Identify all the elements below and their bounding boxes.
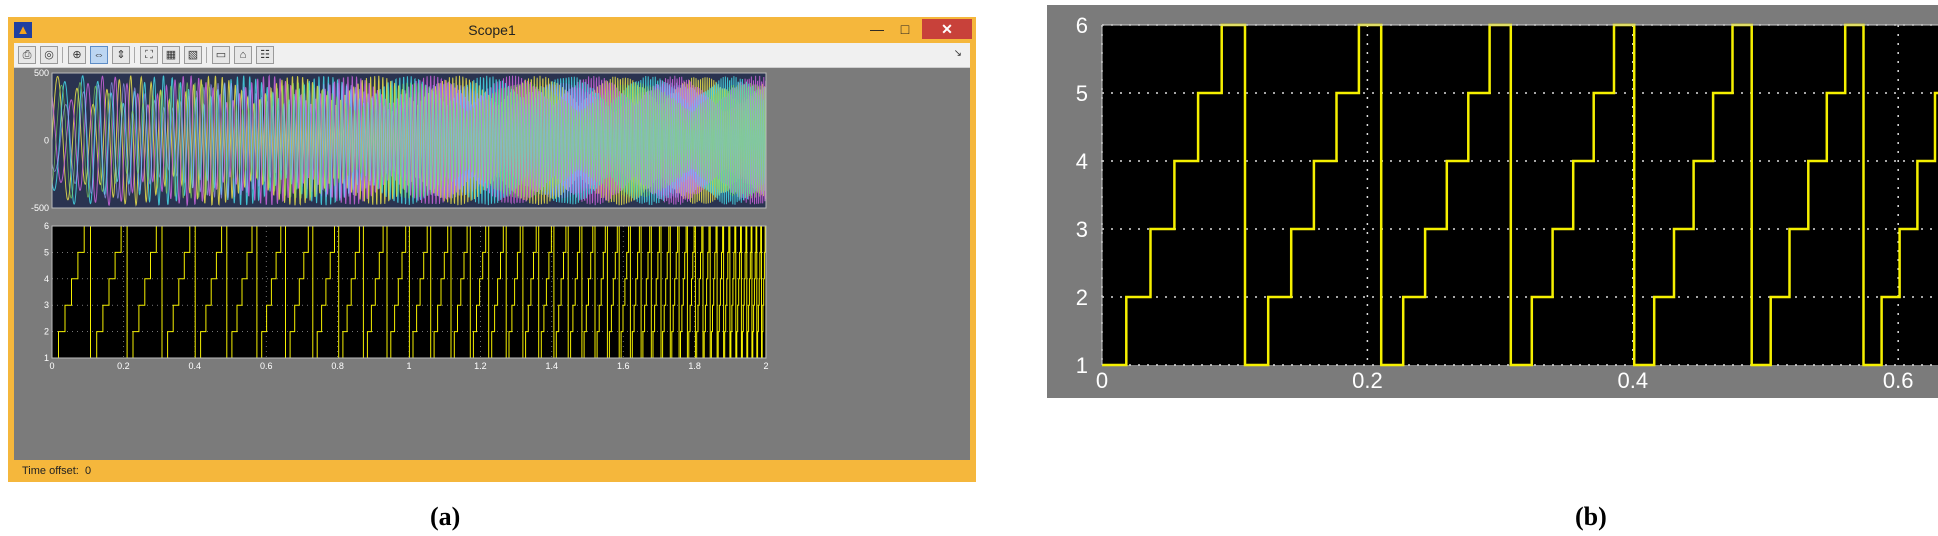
zoom-y-icon[interactable]: ⇕ — [112, 46, 130, 64]
title-bar[interactable]: ▲ Scope1 — □ ✕ — [8, 17, 976, 43]
zoomed-scope-panel: 6 5 4 3 2 1 0 0.2 0.4 0.6 — [1047, 5, 1938, 398]
parameters-icon[interactable]: ◎ — [40, 46, 58, 64]
print-icon[interactable]: ⎙ — [18, 46, 36, 64]
lock-icon[interactable]: ⌂ — [234, 46, 252, 64]
bottom-x-tick-label: 0.8 — [331, 361, 344, 371]
phase-signal-5 — [51, 81, 767, 199]
zoom-axes-background — [1102, 25, 1938, 365]
bottom-y-tick-label: 4 — [44, 274, 49, 284]
scope-plot-area: 500 0 -500 6 5 4 3 2 1 0 0.2 0.4 0.6 0.8 1 1.2 1.4 1.6 1.8… — [14, 68, 970, 460]
zoom-y-tick-label: 1 — [1076, 353, 1088, 378]
scope-window: ▲ Scope1 — □ ✕ ⎙ ◎ ⊕ ⇔ ⇕ ⛶ ▦ ▧ ▭ ⌂ ☷ ↘ 5… — [8, 17, 976, 482]
bottom-x-tick-label: 1.8 — [688, 361, 701, 371]
bottom-x-tick-label: 0.4 — [189, 361, 202, 371]
zoomed-scope-axes[interactable]: 6 5 4 3 2 10 0.2 0.4 0.6 — [1047, 5, 1938, 398]
toolbar-separator — [62, 47, 63, 63]
bottom-axes-frame — [51, 225, 767, 359]
bottom-x-tick-label: 2 — [763, 361, 768, 371]
zoom-x-tick-label: 0.2 — [1352, 368, 1383, 393]
bottom-x-tick-label: 0.2 — [117, 361, 130, 371]
toolbar-separator — [134, 47, 135, 63]
close-button[interactable]: ✕ — [922, 19, 972, 39]
caption-b: (b) — [1575, 502, 1607, 531]
autoscale-icon[interactable]: ⛶ — [140, 46, 158, 64]
caption-a: (a) — [430, 502, 461, 531]
toolbar-separator — [206, 47, 207, 63]
top-y-tick-label: 500 — [34, 68, 49, 78]
time-offset-value: 0 — [84, 465, 92, 477]
window-title: Scope1 — [468, 22, 516, 38]
bottom-x-tick-label: 1.6 — [617, 361, 630, 371]
zoom-y-tick-label: 6 — [1076, 13, 1088, 38]
bottom-y-tick-label: 1 — [44, 353, 49, 363]
toolbar: ⎙ ◎ ⊕ ⇔ ⇕ ⛶ ▦ ▧ ▭ ⌂ ☷ ↘ — [14, 43, 970, 68]
zoom-y-tick-label: 5 — [1076, 81, 1088, 106]
bottom-y-tick-label: 5 — [44, 247, 49, 257]
zoom-y-tick-label: 3 — [1076, 217, 1088, 242]
zoom-y-tick-label: 4 — [1076, 149, 1088, 174]
restore-axes-icon[interactable]: ▧ — [184, 46, 202, 64]
bottom-y-tick-label: 3 — [44, 300, 49, 310]
top-y-tick-label: -500 — [31, 203, 49, 213]
floating-scope-icon[interactable]: ▭ — [212, 46, 230, 64]
bottom-x-tick-label: 1.2 — [474, 361, 487, 371]
top-y-tick-label: 0 — [44, 136, 49, 146]
zoom-y-tick-label: 2 — [1076, 285, 1088, 310]
sector-step-signal — [52, 225, 767, 359]
top-axes-frame — [51, 72, 767, 209]
save-axes-icon[interactable]: ▦ — [162, 46, 180, 64]
bottom-x-tick-label: 1 — [406, 361, 411, 371]
zoom-in-icon[interactable]: ⊕ — [68, 46, 86, 64]
bottom-x-tick-label: 1.4 — [546, 361, 559, 371]
zoom-x-tick-label: 0 — [1096, 368, 1108, 393]
bottom-y-tick-label: 6 — [44, 221, 49, 231]
zoom-x-icon[interactable]: ⇔ — [90, 46, 108, 64]
bottom-y-tick-label: 2 — [44, 327, 49, 337]
time-offset-label: Time offset: — [22, 465, 79, 477]
matlab-icon: ▲ — [14, 22, 32, 38]
bottom-x-tick-label: 0 — [49, 361, 54, 371]
status-bar: Time offset: 0 — [22, 465, 91, 477]
signal-selection-icon[interactable]: ☷ — [256, 46, 274, 64]
toolbar-menu-arrow-icon[interactable]: ↘ — [953, 48, 962, 59]
zoom-x-tick-label: 0.4 — [1617, 368, 1648, 393]
bottom-x-tick-label: 0.6 — [260, 361, 273, 371]
zoom-x-tick-label: 0.6 — [1883, 368, 1914, 393]
maximize-button[interactable]: □ — [900, 21, 910, 37]
minimize-button[interactable]: — — [870, 21, 884, 37]
zoom-sector-step-signal — [1102, 23, 1938, 367]
